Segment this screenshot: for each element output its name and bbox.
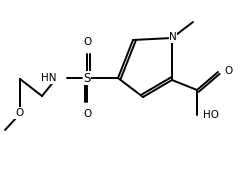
Text: O: O	[224, 66, 232, 76]
Text: HO: HO	[203, 110, 219, 120]
Text: O: O	[15, 108, 23, 118]
Text: S: S	[83, 71, 91, 85]
Text: O: O	[83, 109, 91, 119]
Text: N: N	[169, 32, 177, 42]
Text: HN: HN	[41, 73, 56, 83]
Text: O: O	[83, 37, 91, 47]
